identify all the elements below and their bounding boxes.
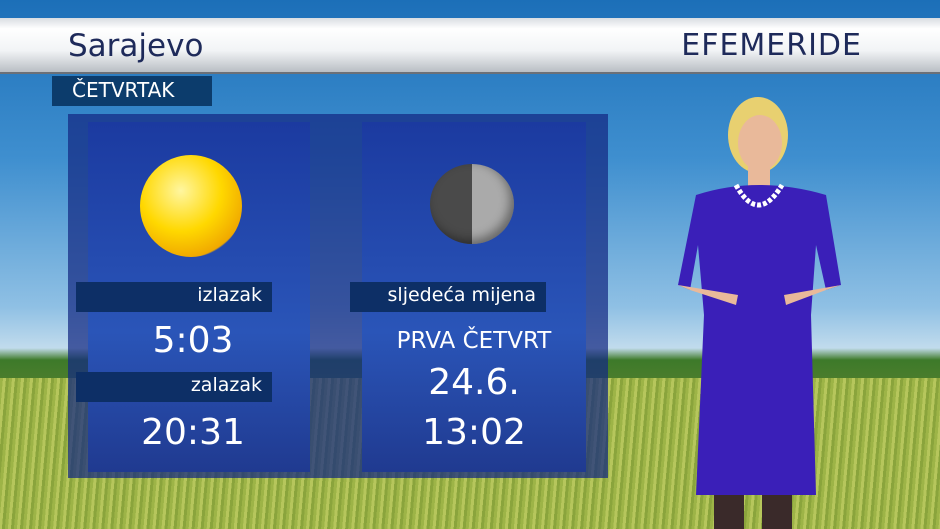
sunrise-time: 5:03 [152,320,234,361]
day-label: ČETVRTAK [52,76,212,106]
sun-icon [140,155,242,257]
first-quarter-moon-icon [430,164,514,244]
moon-phase-time: 13:02 [422,412,526,453]
sunset-time: 20:31 [141,412,245,453]
next-phase-label: sljedeća mijena [350,282,546,312]
moon-phase-date: 24.6. [428,362,520,403]
title-bar [0,18,940,74]
city-title: Sarajevo [68,28,204,64]
moon-phase: PRVA ČETVRT [396,328,552,354]
sunrise-label: izlazak [76,282,272,312]
section-title: EFEMERIDE [681,28,862,63]
presenter [678,97,841,529]
sunset-label: zalazak [76,372,272,402]
